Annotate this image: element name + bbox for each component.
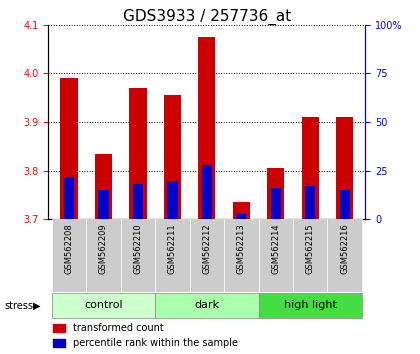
Bar	[293, 219, 328, 292]
Text: GSM562213: GSM562213	[237, 223, 246, 274]
Bar	[236, 213, 247, 219]
Bar	[98, 190, 109, 219]
Bar	[155, 219, 189, 292]
Bar	[52, 219, 86, 292]
Bar	[259, 292, 362, 318]
Bar	[189, 219, 224, 292]
Text: control: control	[84, 300, 123, 310]
Bar	[86, 219, 121, 292]
Bar	[64, 177, 74, 219]
Bar	[121, 219, 155, 292]
Text: GSM562211: GSM562211	[168, 223, 177, 274]
Bar	[155, 292, 259, 318]
Text: GSM562216: GSM562216	[340, 223, 349, 274]
Text: GSM562214: GSM562214	[271, 223, 280, 274]
Bar	[233, 202, 250, 219]
Bar	[164, 95, 181, 219]
Bar	[224, 219, 259, 292]
Bar	[259, 219, 293, 292]
Text: dark: dark	[194, 300, 219, 310]
Text: GSM562215: GSM562215	[306, 223, 315, 274]
Bar	[328, 219, 362, 292]
Bar	[202, 165, 212, 219]
Bar	[339, 190, 350, 219]
Bar	[270, 188, 281, 219]
Bar	[133, 184, 143, 219]
Bar	[129, 88, 147, 219]
Bar	[95, 154, 112, 219]
Legend: transformed count, percentile rank within the sample: transformed count, percentile rank withi…	[53, 324, 238, 348]
Text: high light: high light	[284, 300, 337, 310]
Bar	[60, 78, 78, 219]
Bar	[302, 117, 319, 219]
Text: stress▶: stress▶	[5, 300, 41, 310]
Text: GSM562210: GSM562210	[134, 223, 142, 274]
Bar	[52, 292, 155, 318]
Bar	[198, 37, 215, 219]
Bar	[167, 181, 178, 219]
Text: GSM562209: GSM562209	[99, 223, 108, 274]
Title: GDS3933 / 257736_at: GDS3933 / 257736_at	[123, 8, 291, 25]
Text: GSM562212: GSM562212	[202, 223, 211, 274]
Bar	[305, 186, 315, 219]
Bar	[336, 117, 353, 219]
Text: GSM562208: GSM562208	[65, 223, 73, 274]
Bar	[267, 169, 284, 219]
